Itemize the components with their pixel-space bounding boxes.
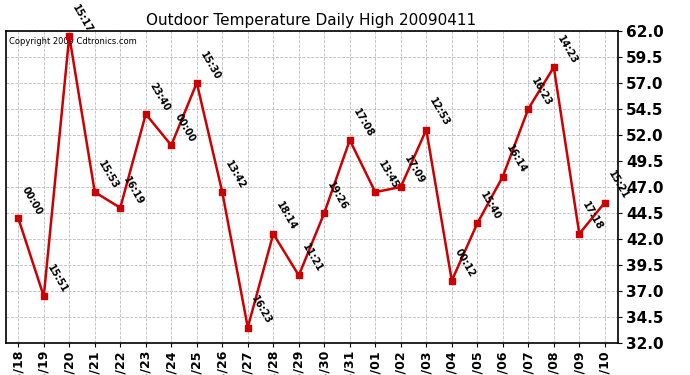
Point (549, 64, 560, 70)
Text: 13:45: 13:45 (377, 159, 401, 191)
Text: 16:23: 16:23 (530, 76, 554, 108)
Text: 12:53: 12:53 (428, 96, 452, 128)
Text: 18:14: 18:14 (275, 201, 299, 232)
Point (217, 189, 228, 195)
Title: Outdoor Temperature Daily High 20090411: Outdoor Temperature Daily High 20090411 (146, 13, 477, 28)
Point (600, 200, 611, 206)
Point (395, 184, 406, 190)
Text: 15:53: 15:53 (96, 159, 120, 191)
Text: 15:30: 15:30 (198, 50, 222, 81)
Point (191, 80, 202, 86)
Point (140, 111, 151, 117)
Text: 15:21: 15:21 (607, 170, 631, 201)
Point (12, 215, 23, 221)
Point (89, 189, 100, 195)
Point (523, 106, 534, 112)
Text: 00:00: 00:00 (172, 112, 197, 144)
Text: 13:42: 13:42 (224, 159, 248, 191)
Text: 00:12: 00:12 (453, 248, 477, 279)
Text: 16:14: 16:14 (504, 143, 529, 175)
Text: 15:51: 15:51 (45, 263, 69, 295)
Point (319, 210, 330, 216)
Point (242, 324, 253, 330)
Text: 15:40: 15:40 (479, 190, 503, 222)
Text: 00:00: 00:00 (19, 185, 44, 217)
Text: 17:18: 17:18 (581, 201, 605, 232)
Text: 23:40: 23:40 (147, 81, 171, 112)
Text: 16:19: 16:19 (121, 174, 146, 206)
Point (268, 231, 279, 237)
Point (574, 231, 585, 237)
Point (344, 137, 355, 143)
Point (446, 278, 457, 284)
Point (472, 220, 483, 226)
Text: 15:17: 15:17 (70, 3, 95, 34)
Text: 17:09: 17:09 (402, 154, 426, 186)
Point (63, 33, 75, 39)
Point (38, 293, 49, 299)
Text: 16:23: 16:23 (249, 294, 273, 326)
Text: Copyright 2009 Cdtronics.com: Copyright 2009 Cdtronics.com (8, 37, 137, 46)
Point (497, 174, 509, 180)
Point (370, 189, 381, 195)
Text: 17:08: 17:08 (351, 107, 375, 139)
Point (166, 142, 177, 148)
Text: 19:26: 19:26 (326, 180, 350, 212)
Point (115, 205, 126, 211)
Text: 14:23: 14:23 (555, 34, 580, 66)
Point (293, 273, 304, 279)
Text: 11:21: 11:21 (300, 242, 324, 274)
Point (421, 127, 432, 133)
